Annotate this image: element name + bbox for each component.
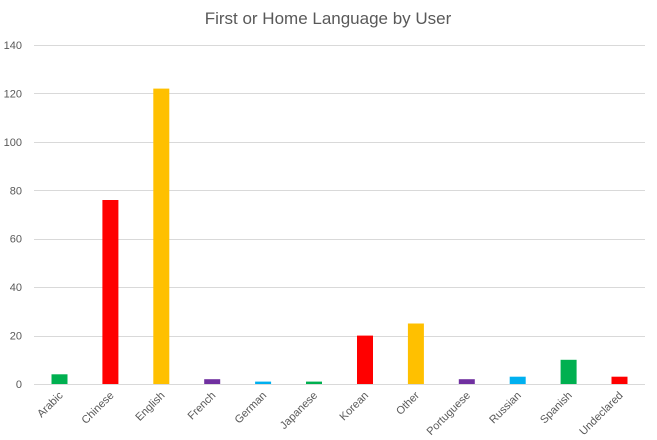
y-tick-label: 80 xyxy=(10,185,22,197)
bar-german xyxy=(255,381,272,384)
x-tick-label-german: German xyxy=(233,390,270,427)
bar-russian xyxy=(509,376,526,384)
x-tick-label-arabic: Arabic xyxy=(35,389,66,420)
x-tick-label-russian: Russian xyxy=(487,390,524,427)
x-tick-label-undeclared: Undeclared xyxy=(577,390,625,438)
bar-undeclared xyxy=(611,376,628,384)
chart-title: First or Home Language by User xyxy=(205,9,452,28)
bar-korean xyxy=(357,335,373,384)
bar-french xyxy=(204,379,221,384)
y-axis-tick-labels: 0 20 40 60 80 100 120 140 xyxy=(4,40,22,391)
x-tick-label-chinese: Chinese xyxy=(79,390,116,427)
bar-japanese xyxy=(306,381,322,384)
x-tick-label-portuguese: Portuguese xyxy=(425,390,473,438)
x-tick-label-french: French xyxy=(186,390,219,423)
x-tick-label-english: English xyxy=(133,390,167,424)
bar-arabic xyxy=(51,374,68,384)
x-axis-tick-labels: Arabic Chinese English French German Japanese… xyxy=(35,389,626,438)
y-tick-label: 40 xyxy=(10,282,22,294)
gridlines xyxy=(34,45,645,385)
x-tick-label-other: Other xyxy=(394,389,422,417)
y-tick-label: 60 xyxy=(10,234,22,246)
bar-other xyxy=(407,323,424,384)
x-tick-label-spanish: Spanish xyxy=(538,390,575,427)
bar-english xyxy=(153,88,170,384)
y-tick-label: 140 xyxy=(4,40,22,52)
bar-chinese xyxy=(102,200,119,384)
x-tick-label-japanese: Japanese xyxy=(278,390,320,432)
bars xyxy=(51,88,628,384)
y-tick-label: 100 xyxy=(4,137,22,149)
x-tick-label-korean: Korean xyxy=(338,390,372,424)
bar-portuguese xyxy=(458,379,475,384)
bar-spanish xyxy=(560,359,577,384)
y-tick-label: 120 xyxy=(4,88,22,100)
y-tick-label: 20 xyxy=(10,331,22,343)
y-tick-label: 0 xyxy=(16,379,22,391)
